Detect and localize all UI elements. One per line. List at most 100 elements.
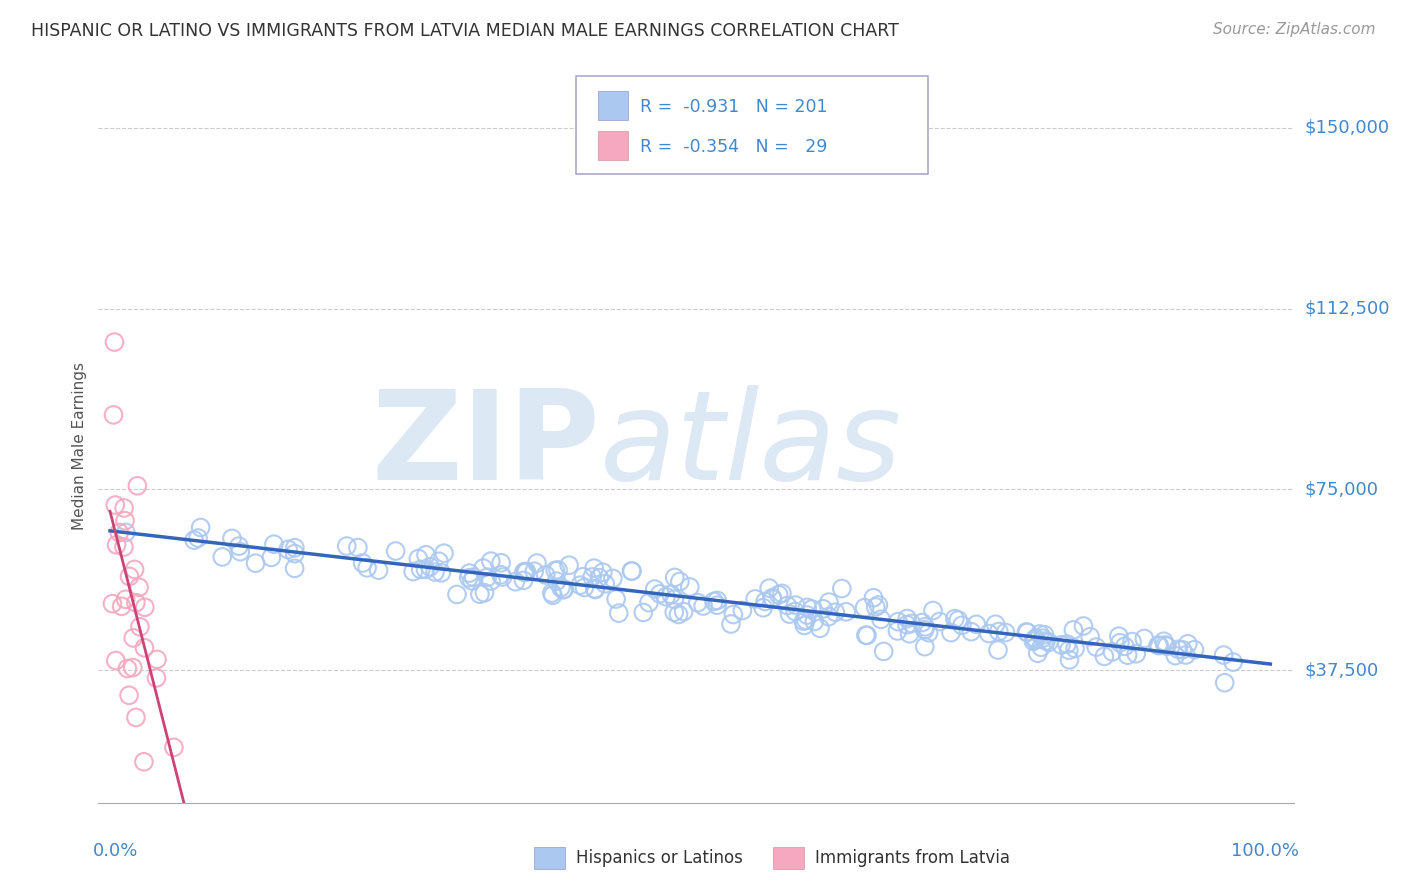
- Point: [1177, 637, 1199, 651]
- Point: [1125, 647, 1147, 661]
- Point: [686, 596, 709, 610]
- Point: [367, 563, 389, 577]
- Point: [592, 566, 614, 580]
- Point: [468, 587, 491, 601]
- Point: [111, 599, 134, 614]
- Point: [229, 545, 252, 559]
- Point: [263, 537, 285, 551]
- Point: [1015, 624, 1038, 639]
- Point: [1050, 638, 1073, 652]
- Point: [129, 620, 152, 634]
- Point: [620, 564, 643, 578]
- Point: [553, 582, 575, 597]
- Point: [128, 580, 150, 594]
- Point: [479, 574, 502, 588]
- Point: [1026, 646, 1049, 660]
- Point: [703, 594, 725, 608]
- Point: [402, 565, 425, 579]
- Point: [644, 582, 666, 596]
- Point: [211, 549, 233, 564]
- Point: [277, 542, 299, 557]
- Point: [1033, 628, 1056, 642]
- Point: [1064, 641, 1087, 656]
- Text: $112,500: $112,500: [1305, 300, 1391, 318]
- Point: [430, 566, 453, 580]
- Point: [105, 538, 128, 552]
- Point: [122, 631, 145, 645]
- Point: [463, 570, 485, 584]
- Point: [960, 624, 983, 639]
- Point: [260, 550, 283, 565]
- Point: [928, 615, 950, 629]
- Point: [853, 600, 876, 615]
- Point: [794, 613, 817, 627]
- Point: [134, 640, 156, 655]
- Point: [541, 588, 564, 602]
- Point: [950, 618, 973, 632]
- Text: Immigrants from Latvia: Immigrants from Latvia: [815, 849, 1011, 867]
- Point: [1174, 648, 1197, 662]
- Point: [668, 607, 690, 622]
- Point: [409, 562, 432, 576]
- Point: [758, 581, 780, 595]
- Point: [1147, 638, 1170, 652]
- Point: [472, 561, 495, 575]
- Point: [672, 605, 695, 619]
- Point: [994, 625, 1017, 640]
- Point: [1108, 636, 1130, 650]
- Point: [544, 564, 567, 578]
- Point: [228, 539, 250, 553]
- Text: 100.0%: 100.0%: [1232, 842, 1299, 860]
- Point: [1078, 630, 1101, 644]
- Point: [457, 571, 479, 585]
- Point: [1212, 648, 1234, 662]
- Point: [352, 556, 374, 570]
- Point: [512, 574, 534, 588]
- Point: [1222, 655, 1244, 669]
- Point: [114, 514, 136, 528]
- Point: [987, 624, 1010, 639]
- Point: [886, 624, 908, 638]
- Point: [911, 615, 934, 630]
- Point: [1184, 642, 1206, 657]
- Point: [419, 559, 441, 574]
- Point: [593, 576, 616, 591]
- Point: [347, 541, 370, 555]
- Text: Source: ZipAtlas.com: Source: ZipAtlas.com: [1212, 22, 1375, 37]
- Point: [574, 581, 596, 595]
- Point: [638, 596, 661, 610]
- Point: [423, 565, 446, 579]
- Point: [633, 606, 655, 620]
- Point: [1059, 653, 1081, 667]
- Point: [664, 605, 686, 619]
- Point: [104, 498, 127, 512]
- Point: [569, 578, 592, 592]
- Point: [415, 562, 437, 576]
- Point: [865, 599, 887, 614]
- Point: [1116, 648, 1139, 663]
- Point: [800, 602, 823, 616]
- Point: [163, 740, 186, 755]
- Point: [125, 596, 148, 610]
- Point: [581, 570, 603, 584]
- Point: [803, 615, 825, 629]
- Point: [572, 569, 595, 583]
- Text: 0.0%: 0.0%: [93, 842, 138, 860]
- Point: [1056, 637, 1078, 651]
- Point: [602, 571, 624, 585]
- Point: [515, 566, 537, 580]
- Point: [664, 570, 686, 584]
- Text: atlas: atlas: [600, 385, 903, 507]
- Point: [917, 625, 939, 640]
- Point: [427, 554, 450, 568]
- Point: [588, 571, 610, 585]
- Point: [553, 582, 575, 596]
- Point: [770, 586, 793, 600]
- Point: [744, 591, 766, 606]
- Point: [118, 688, 141, 702]
- Point: [534, 568, 557, 582]
- Point: [900, 616, 922, 631]
- Point: [108, 525, 131, 540]
- Point: [491, 570, 513, 584]
- Point: [1017, 625, 1039, 640]
